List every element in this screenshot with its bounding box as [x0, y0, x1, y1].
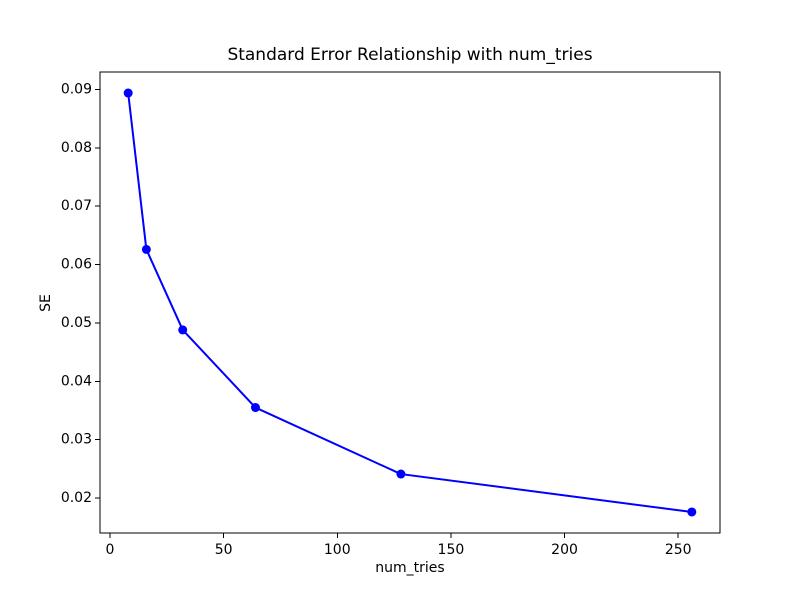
data-point — [250, 403, 260, 413]
x-tick-label: 200 — [551, 542, 578, 558]
x-tick-label: 50 — [215, 542, 233, 558]
y-tick-label: 0.08 — [61, 140, 92, 156]
y-tick-label: 0.03 — [61, 432, 92, 448]
axes-frame — [99, 71, 721, 534]
y-axis-label: SE — [38, 294, 54, 312]
y-tick-label: 0.05 — [61, 315, 92, 331]
y-tick-label: 0.06 — [61, 257, 92, 273]
x-tick-label: 150 — [438, 542, 465, 558]
data-point — [178, 325, 188, 335]
data-point — [141, 244, 151, 254]
data-point — [396, 469, 406, 479]
x-tick-label: 100 — [324, 542, 351, 558]
y-tick-label: 0.09 — [61, 82, 92, 98]
y-tick-label: 0.04 — [61, 373, 92, 389]
x-axis-label: num_tries — [375, 560, 445, 576]
y-tick-label: 0.07 — [61, 198, 92, 214]
y-tick-label: 0.02 — [61, 490, 92, 506]
chart-title: Standard Error Relationship with num_tri… — [227, 45, 593, 65]
x-tick-label: 250 — [665, 542, 692, 558]
data-line — [127, 92, 692, 513]
data-point — [123, 88, 133, 98]
x-tick-label: 0 — [106, 542, 115, 558]
data-point — [687, 507, 697, 517]
